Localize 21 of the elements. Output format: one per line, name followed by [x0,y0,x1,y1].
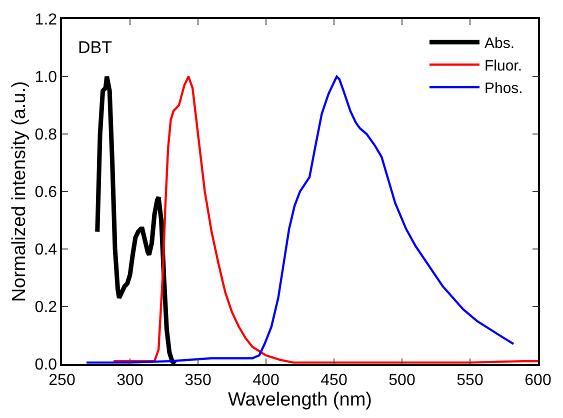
x-tick-label: 400 [252,372,280,389]
x-tick-label: 250 [48,372,76,389]
y-tick-label: 0.8 [34,126,58,144]
x-axis-title: Wavelength (nm) [228,389,372,410]
annotation: DBT [78,38,112,57]
legend-label: Phos. [484,80,523,97]
x-tick-label: 600 [524,372,552,389]
y-tick-label: 0.4 [34,242,58,259]
y-tick-label: 0.6 [34,184,58,202]
legend-label: Abs. [484,35,514,52]
y-axis-title: Normalized intensity (a.u.) [9,81,30,302]
x-tick-label: 450 [320,372,348,389]
x-tick-label: 300 [116,372,144,389]
legend-label: Fluor. [484,58,522,74]
x-tick-label: 500 [388,372,416,389]
y-tick-label: 1.0 [34,69,58,86]
x-tick-label: 350 [184,372,212,389]
x-tick-label: 550 [456,372,484,389]
y-tick-label: 1.2 [34,12,58,29]
y-tick-label: 0.2 [34,299,58,316]
y-tick-label: 0.0 [34,356,58,374]
